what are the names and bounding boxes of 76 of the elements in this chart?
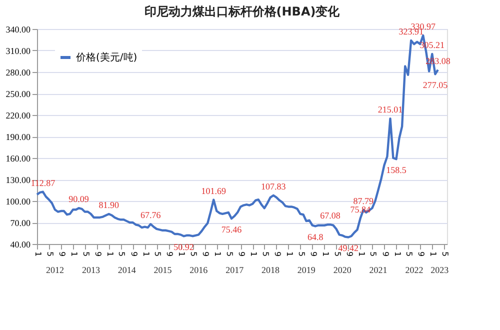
data-label: 67.08 <box>320 210 341 221</box>
y-tick-label: 100.00 <box>6 196 31 206</box>
data-label: 75.84 <box>350 204 371 214</box>
data-label: 90.09 <box>68 194 90 204</box>
text: 2014 <box>118 265 136 275</box>
x-tick-label: 1 <box>356 252 366 257</box>
x-tick-label: 1 <box>213 252 222 257</box>
data-label: 49.42 <box>338 243 358 254</box>
data-label: 75.46 <box>221 224 242 235</box>
y-tick-label: 70.00 <box>10 218 31 228</box>
text: 2022 <box>405 265 424 275</box>
y-tick-label: 250.00 <box>6 89 31 99</box>
data-label: 158.5 <box>386 165 407 176</box>
x-tick-label: 1 <box>105 252 114 257</box>
legend-label: 价格(美元/吨) <box>75 52 138 64</box>
x-tick-label: 5 <box>332 252 342 257</box>
x-tick-label: 5 <box>189 252 198 257</box>
text: 2016 <box>190 265 208 275</box>
x-tick-label: 5 <box>45 252 54 257</box>
text: 2017 <box>226 265 244 275</box>
x-tick-label: 5 <box>81 252 90 257</box>
data-label: 67.76 <box>140 210 162 220</box>
x-tick-label: 1 <box>69 252 78 257</box>
text: 2021 <box>369 265 388 275</box>
text: 2020 <box>333 265 352 275</box>
x-tick-label: 9 <box>93 252 102 257</box>
chart-title: 印尼动力煤出口标杆价格(HBA)变化 <box>144 4 341 18</box>
x-tick-label: 1 <box>284 252 294 257</box>
y-tick-label: 160.00 <box>6 154 31 164</box>
x-tick-label: 5 <box>296 252 306 257</box>
x-tick-label: 5 <box>117 252 126 257</box>
text: 2012 <box>46 265 64 275</box>
x-tick-label: 9 <box>129 252 138 257</box>
x-tick-label: 5 <box>224 252 234 257</box>
data-label: 101.69 <box>201 186 226 196</box>
x-tick-label: 9 <box>308 252 318 257</box>
text: 2023 <box>430 265 450 275</box>
data-label: 64.8 <box>307 232 324 242</box>
x-tick-label: 9 <box>272 252 282 257</box>
data-label: 87.79 <box>353 196 374 206</box>
x-tick-label: 9 <box>165 252 174 257</box>
data-label: 50.92 <box>174 242 194 252</box>
data-label: 112.87 <box>30 178 56 188</box>
y-tick-label: 130.00 <box>6 175 31 185</box>
x-tick-label: 9 <box>57 252 66 257</box>
x-tick-label: 5 <box>368 252 378 257</box>
x-tick-label: 1 <box>177 252 186 257</box>
x-tick-label: 1 <box>320 252 330 257</box>
y-tick-label: 220.00 <box>6 110 31 120</box>
data-label: 277.05 <box>422 80 448 90</box>
x-tick-label: 1 <box>428 252 438 257</box>
y-tick-label: 40.00 <box>10 240 31 250</box>
x-tick-label: 9 <box>344 252 354 257</box>
data-label: 107.83 <box>261 181 286 192</box>
x-tick-label: 5 <box>260 252 270 257</box>
x-tick-label: 1 <box>392 252 402 257</box>
x-tick-label: 5 <box>153 252 162 257</box>
text: 2018 <box>262 265 280 275</box>
x-tick-label: 9 <box>380 252 390 257</box>
text: 2019 <box>297 265 316 275</box>
y-tick-label: 340.00 <box>6 24 31 34</box>
x-tick-label: 1 <box>141 252 150 257</box>
x-tick-label: 5 <box>404 252 414 257</box>
data-label: 215.01 <box>378 104 403 115</box>
x-tick-label: 9 <box>237 252 246 257</box>
y-tick-label: 190.00 <box>6 132 31 142</box>
x-tick-label: 1 <box>249 252 258 257</box>
x-tick-label: 1 <box>34 252 42 257</box>
y-tick-label: 280.00 <box>6 68 31 78</box>
x-tick-label: 9 <box>416 252 426 257</box>
text: 2015 <box>154 265 172 275</box>
text: 2013 <box>82 265 100 275</box>
data-label: 81.90 <box>98 200 120 210</box>
y-tick-label: 310.00 <box>6 46 31 56</box>
x-tick-label: 9 <box>201 252 210 257</box>
x-tick-label: 5 <box>440 252 450 257</box>
